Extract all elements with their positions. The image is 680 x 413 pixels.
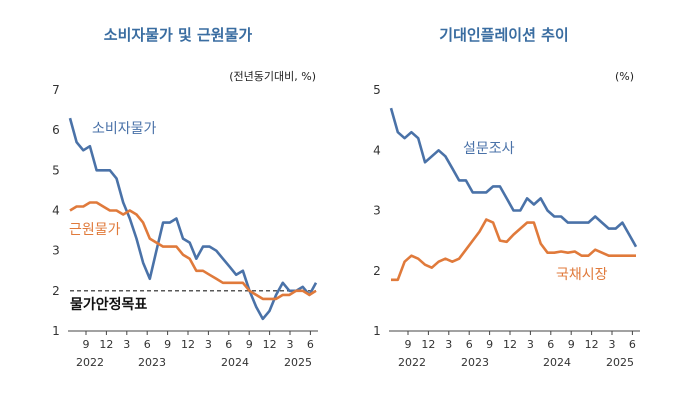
left-xtick-label: 12	[99, 338, 113, 351]
right-year-label: 2025	[606, 356, 634, 369]
label-target: 물가안정목표	[70, 296, 147, 313]
right-xtick-label: 6	[629, 338, 636, 351]
right-xtick-label: 3	[527, 338, 534, 351]
right-xtick-label: 12	[503, 338, 517, 351]
right-xtick-label: 3	[609, 338, 616, 351]
left-xtick-label: 6	[225, 338, 232, 351]
right-xtick-label: 9	[568, 338, 575, 351]
left-year-label: 2023	[138, 356, 166, 369]
left-xtick-label: 9	[83, 338, 90, 351]
left-xtick-label: 6	[144, 338, 151, 351]
label-cpi: 소비자물가	[92, 121, 157, 137]
right-xtick-label: 6	[466, 338, 473, 351]
left-chart-unit: (전년동기대비, %)	[229, 70, 316, 83]
right-year-label: 2022	[398, 356, 426, 369]
left-xtick-label: 3	[205, 338, 212, 351]
right-series-line-0	[389, 107, 638, 248]
left-xtick-label: 3	[123, 338, 130, 351]
label-core: 근원물가	[69, 222, 121, 238]
right-year-label: 2023	[461, 356, 489, 369]
right-ytick-label: 5	[373, 83, 381, 97]
right-ytick-label: 3	[373, 204, 381, 218]
left-xtick-label: 9	[246, 338, 253, 351]
left-ytick-label: 5	[52, 163, 60, 177]
left-ytick-label: 7	[52, 83, 60, 97]
left-ytick-label: 6	[52, 123, 60, 137]
left-year-label: 2022	[76, 356, 104, 369]
label-bond: 국채시장	[556, 267, 608, 283]
right-year-labels: 2022 2023 2024 2025	[398, 356, 634, 369]
left-xtick-label: 12	[181, 338, 195, 351]
left-series-line-1	[69, 201, 317, 301]
label-survey: 설문조사	[463, 141, 515, 157]
left-ytick-label: 2	[52, 284, 60, 298]
right-xtick-label: 9	[405, 338, 412, 351]
left-y-axis-ticks: 1 2 3 4 5 6 7	[52, 83, 60, 338]
left-year-label: 2025	[284, 356, 312, 369]
right-ytick-label: 1	[373, 324, 381, 338]
right-year-label: 2024	[543, 356, 571, 369]
right-x-axis-ticks: 9 12 3 6 9 12 3 6 9 12 3 6	[405, 331, 636, 351]
left-series-line-0	[68, 117, 318, 321]
right-xtick-label: 12	[421, 338, 435, 351]
right-xtick-label: 6	[547, 338, 554, 351]
left-xtick-label: 12	[263, 338, 277, 351]
right-y-axis-ticks: 1 2 3 4 5	[373, 83, 381, 338]
right-chart-unit: (%)	[615, 70, 634, 83]
right-xtick-label: 9	[486, 338, 493, 351]
right-xtick-label: 3	[445, 338, 452, 351]
left-ytick-label: 1	[52, 324, 60, 338]
left-ytick-label: 3	[52, 244, 60, 258]
left-ytick-label: 4	[52, 204, 60, 218]
right-xtick-label: 12	[585, 338, 599, 351]
left-xtick-label: 6	[307, 338, 314, 351]
right-ytick-label: 2	[373, 264, 381, 278]
left-xtick-label: 3	[287, 338, 294, 351]
left-year-label: 2024	[221, 356, 249, 369]
right-series-line-1	[391, 218, 636, 282]
right-ytick-label: 4	[373, 143, 381, 157]
left-x-axis-ticks: 9 12 3 6 9 12 3 6 9 12 3 6	[83, 331, 314, 351]
left-year-labels: 2022 2023 2024 2025	[76, 356, 312, 369]
right-chart-title: 기대인플레이션 추이	[439, 26, 568, 44]
left-series-group	[68, 117, 318, 321]
left-xtick-label: 9	[164, 338, 171, 351]
left-chart-title: 소비자물가 및 근원물가	[104, 26, 253, 44]
right-series-group	[389, 107, 638, 282]
